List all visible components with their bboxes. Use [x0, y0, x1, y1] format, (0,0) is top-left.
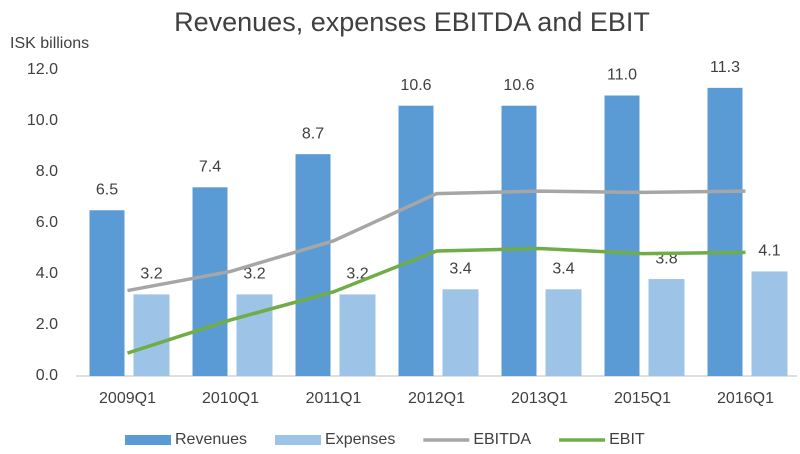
- line: [126, 246, 746, 355]
- y-axis-label: ISK billions: [10, 35, 89, 52]
- y-tick-label: 2.0: [36, 316, 58, 333]
- data-label: 10.6: [503, 77, 534, 94]
- y-tick-label: 6.0: [36, 214, 58, 231]
- chart-title: Revenues, expenses EBITDA and EBIT: [174, 7, 650, 37]
- data-label: 3.2: [243, 266, 265, 283]
- data-label: 11.3: [710, 59, 740, 76]
- bar: [295, 154, 331, 376]
- data-label: 10.6: [400, 77, 431, 94]
- legend-label: Expenses: [325, 431, 395, 448]
- legend-swatch: [275, 435, 322, 445]
- bar: [89, 210, 125, 376]
- bar: [751, 271, 788, 376]
- bar: [604, 95, 640, 376]
- data-label: 6.5: [96, 181, 118, 198]
- line: [127, 189, 746, 293]
- data-label: 3.4: [449, 261, 471, 278]
- y-tick-label: 12.0: [27, 61, 58, 78]
- x-tick-label: 2013Q1: [511, 390, 568, 407]
- bar: [398, 105, 434, 376]
- bar: [192, 187, 228, 376]
- x-tick-label: 2016Q1: [717, 390, 774, 407]
- legend-swatch: [125, 435, 171, 445]
- data-label: 11.0: [607, 67, 637, 84]
- bar: [648, 279, 685, 376]
- data-label: 3.2: [140, 266, 162, 283]
- bar: [236, 294, 273, 376]
- data-label: 7.4: [199, 159, 221, 176]
- bar: [442, 289, 479, 376]
- y-tick-label: 10.0: [27, 112, 58, 129]
- y-tick-label: 8.0: [36, 163, 58, 180]
- data-label: 4.1: [758, 243, 780, 260]
- x-tick-label: 2009Q1: [99, 390, 156, 407]
- bar: [545, 289, 582, 376]
- bar: [501, 105, 537, 376]
- x-tick-label: 2015Q1: [614, 390, 671, 407]
- legend-label: EBIT: [609, 431, 645, 448]
- x-tick-label: 2012Q1: [408, 390, 465, 407]
- x-tick-label: 2010Q1: [202, 390, 259, 407]
- bar: [339, 294, 376, 376]
- y-tick-label: 0.0: [36, 367, 58, 384]
- data-label: 8.7: [302, 125, 324, 142]
- bar: [133, 294, 170, 376]
- legend-label: EBITDA: [473, 431, 531, 448]
- legend-label: Revenues: [175, 431, 247, 448]
- data-label: 3.4: [552, 261, 574, 278]
- bar: [707, 87, 743, 376]
- y-tick-label: 4.0: [36, 265, 58, 282]
- x-tick-label: 2011Q1: [306, 390, 362, 407]
